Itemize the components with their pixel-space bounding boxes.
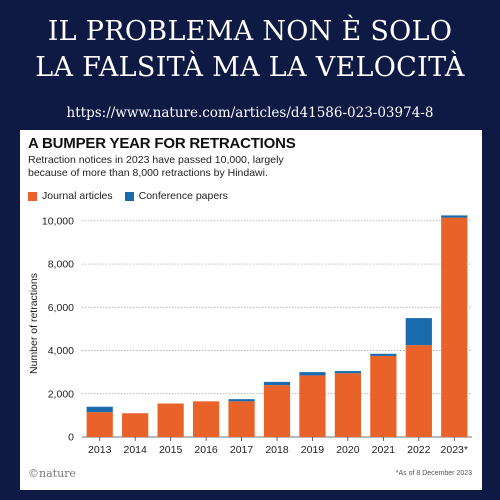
legend-label-conference: Conference papers <box>138 190 228 202</box>
headline-line-1: IL PROBLEMA NON È SOLO <box>47 16 453 47</box>
y-axis-label: Number of retractions <box>28 273 40 374</box>
x-tick-label: 2023* <box>441 444 468 456</box>
bar-conference-papers <box>86 406 113 413</box>
bar-journal-articles <box>299 375 326 437</box>
x-tick-label: 2019 <box>301 444 325 456</box>
chart-subtitle: Retraction notices in 2023 have passed 1… <box>28 154 358 180</box>
bar-chart: 0 2,000 4,000 6,000 8,000 10,000 Number of ret… <box>28 215 472 456</box>
y-tick-label: 0 <box>68 432 74 444</box>
bar-journal-articles <box>228 401 255 437</box>
headline-line-2: LA FALSITÀ MA LA VELOCITÀ <box>35 52 465 83</box>
chart-subtitle-line-2: because of more than 8,000 retractions b… <box>28 167 268 179</box>
bar-conference-papers <box>263 381 291 386</box>
bar-journal-articles <box>370 355 397 437</box>
legend-label-journal: Journal articles <box>42 190 113 202</box>
bar-conference-papers <box>299 372 326 376</box>
headline: IL PROBLEMA NON È SOLO LA FALSITÀ MA LA … <box>0 14 500 86</box>
bar-journal-articles <box>157 403 184 437</box>
bar-journal-articles <box>122 413 149 437</box>
bar-journal-articles <box>86 412 113 437</box>
x-tick-label: 2021 <box>372 444 396 456</box>
nature-logo: ©nature <box>28 467 76 480</box>
x-tick-label: 2020 <box>336 444 360 456</box>
x-tick-label: 2016 <box>194 444 218 456</box>
bar-journal-articles <box>441 217 468 437</box>
chart-card: A BUMPER YEAR FOR RETRACTIONS Retraction… <box>20 130 482 490</box>
y-tick-label: 8,000 <box>48 259 74 271</box>
bar-journal-articles <box>263 385 291 437</box>
legend-item-journal: Journal articles <box>28 190 113 202</box>
bar-conference-papers <box>334 371 362 374</box>
chart-legend: Journal articles Conference papers <box>28 190 240 202</box>
x-tick-label: 2022 <box>407 444 431 456</box>
x-tick-label: 2013 <box>88 444 112 456</box>
bar-conference-papers <box>370 353 397 356</box>
legend-swatch-journal <box>28 191 37 201</box>
footnote: *As of 8 December 2023 <box>395 470 472 477</box>
bar-journal-articles <box>405 345 432 437</box>
chart-title: A BUMPER YEAR FOR RETRACTIONS <box>28 135 296 152</box>
chart-subtitle-line-1: Retraction notices in 2023 have passed 1… <box>28 154 284 166</box>
y-tick-label: 10,000 <box>42 215 74 227</box>
bar-conference-papers <box>441 215 468 218</box>
bar-conference-papers <box>405 318 432 346</box>
bar-journal-articles <box>334 373 362 437</box>
bar-conference-papers <box>228 399 255 402</box>
article-url[interactable]: https://www.nature.com/articles/d41586-0… <box>66 105 434 121</box>
x-tick-label: 2018 <box>265 444 289 456</box>
x-tick-label: 2017 <box>230 444 254 456</box>
x-tick-label: 2015 <box>159 444 183 456</box>
y-tick-label: 6,000 <box>48 302 74 314</box>
legend-item-conference: Conference papers <box>124 190 228 202</box>
legend-swatch-conference <box>124 191 134 201</box>
y-tick-label: 4,000 <box>48 345 74 357</box>
x-tick-label: 2014 <box>124 444 148 456</box>
y-tick-label: 2,000 <box>48 388 74 400</box>
bar-journal-articles <box>192 401 220 437</box>
